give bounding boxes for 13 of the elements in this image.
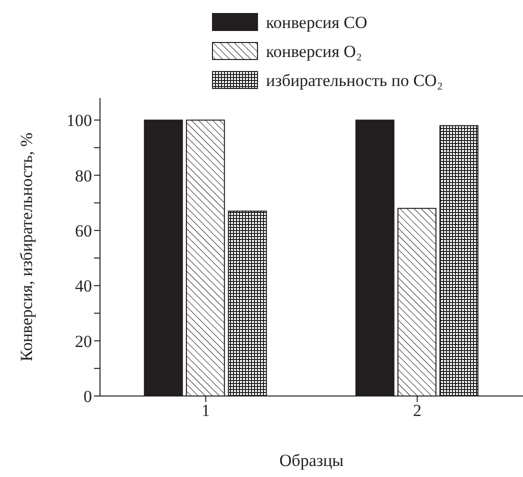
y-tick-label: 40 <box>75 276 92 296</box>
legend-label: избирательность по CO₂ <box>266 70 443 90</box>
x-tick-label: 2 <box>413 401 422 420</box>
legend-label: конверсия CO <box>266 12 368 32</box>
y-axis-title: Конверсия, избирательность, % <box>17 132 36 362</box>
legend-label: конверсия O₂ <box>266 42 362 62</box>
x-axis-title: Образцы <box>279 451 344 470</box>
y-tick-label: 60 <box>75 221 92 240</box>
y-tick-label: 20 <box>75 332 92 351</box>
y-tick-label: 100 <box>66 111 92 130</box>
y-tick-label: 80 <box>75 166 92 186</box>
x-tick-label: 1 <box>202 401 210 420</box>
y-tick-label: 0 <box>84 387 92 406</box>
